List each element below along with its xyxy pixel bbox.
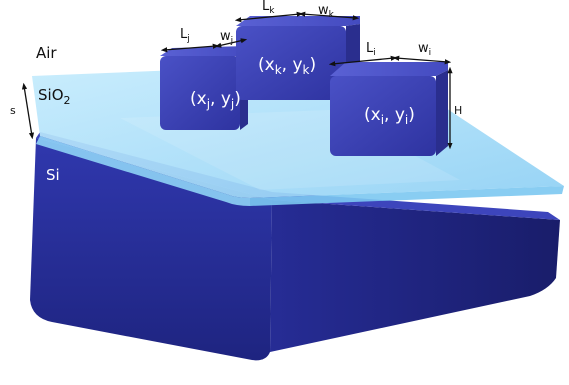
label-air: Air — [36, 44, 57, 62]
si-substrate-top-edge — [36, 132, 560, 220]
label-wk: wk — [318, 3, 335, 20]
label-sio2: SiO2 — [38, 86, 71, 107]
label-H: H — [454, 104, 462, 117]
dim-arrow-Lk — [234, 11, 304, 23]
sio2-layer-side — [250, 186, 564, 206]
label-Lj: Lj — [180, 27, 190, 44]
dim-arrow-wk — [298, 11, 360, 21]
label-Lk: Lk — [262, 0, 275, 16]
label-s: s — [10, 104, 16, 117]
dim-arrow-Li — [328, 55, 398, 67]
pillar-j — [160, 46, 248, 130]
sio2-layer-front — [36, 136, 250, 206]
dim-arrow-s — [21, 82, 35, 140]
dim-arrow-Lj — [160, 43, 220, 53]
label-Li: Li — [366, 41, 376, 58]
label-pillar-j-coords: (xj, yj) — [190, 89, 241, 111]
label-wj: wj — [220, 29, 233, 46]
label-pillar-k-coords: (xk, yk) — [258, 55, 316, 77]
label-pillar-i-coords: (xi, yi) — [364, 105, 415, 127]
si-substrate-side — [270, 200, 560, 352]
label-wi: wi — [418, 41, 431, 58]
label-si: Si — [46, 166, 60, 184]
dim-arrow-wj — [214, 38, 248, 48]
dim-arrow-wi — [392, 55, 452, 65]
